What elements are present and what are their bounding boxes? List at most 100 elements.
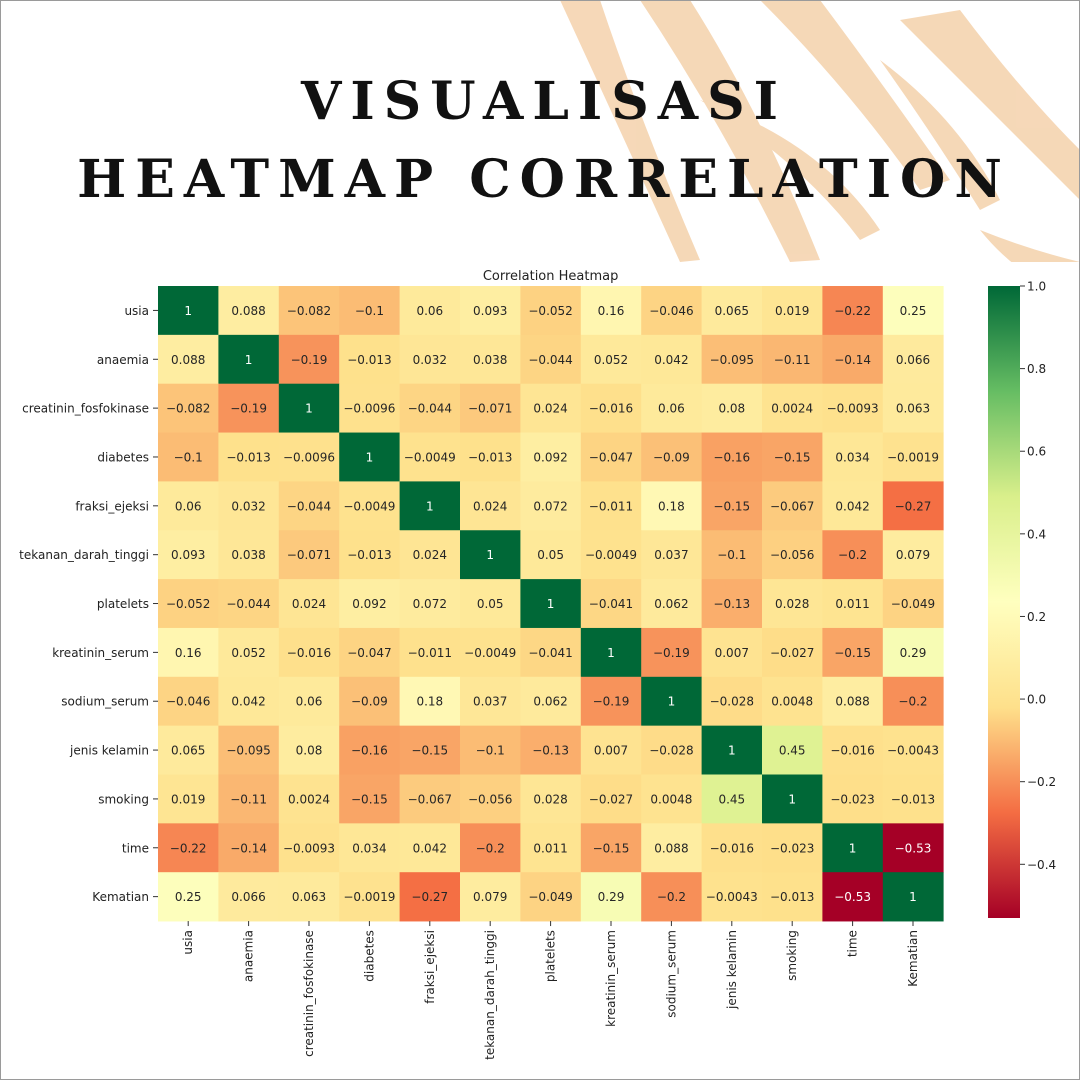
heatmap-cell: [882, 481, 944, 531]
cell-value-label: 0.25: [175, 890, 202, 904]
heatmap-cell: [762, 530, 823, 580]
heatmap-cell: [580, 383, 642, 433]
cell-value-label: −0.095: [710, 353, 754, 367]
heatmap-cell: [158, 334, 219, 385]
heatmap-cell: [399, 432, 461, 482]
heatmap-cell: [218, 530, 280, 580]
cell-value-label: −0.044: [226, 597, 270, 611]
heatmap-cell: [701, 286, 763, 336]
cell-value-label: −0.028: [710, 695, 754, 709]
cell-value-label: 0.088: [654, 841, 688, 855]
cell-value-label: −0.14: [230, 841, 267, 855]
heatmap-cell: [580, 530, 642, 580]
cell-value-label: −0.19: [593, 695, 630, 709]
heatmap-cell: [641, 481, 702, 531]
cell-value-label: 0.052: [594, 353, 628, 367]
heatmap-cell: [158, 872, 219, 922]
x-tick-label: jenis kelamin: [725, 930, 739, 1010]
heatmap-cell: [218, 579, 280, 629]
heatmap-cell: [641, 530, 702, 580]
cell-value-label: −0.044: [287, 499, 331, 513]
cell-value-label: 1: [849, 841, 857, 855]
cell-value-label: 0.072: [413, 597, 447, 611]
cell-value-label: 1: [486, 548, 494, 562]
cell-value-label: −0.19: [291, 353, 328, 367]
colorbar: [988, 286, 1020, 918]
heatmap-cell: [460, 676, 521, 727]
cell-value-label: −0.027: [770, 646, 814, 660]
cell-value-label: 0.093: [473, 304, 507, 318]
cell-value-label: 1: [909, 890, 917, 904]
cell-value-label: 0.45: [779, 744, 806, 758]
cell-value-label: −0.028: [649, 744, 693, 758]
heatmap-cell: [460, 286, 521, 336]
cell-value-label: −0.044: [528, 353, 572, 367]
heatmap-cell: [701, 530, 763, 580]
heatmap-cell: [460, 530, 521, 580]
cell-value-label: 0.007: [715, 646, 749, 660]
cell-value-label: 0.18: [416, 695, 443, 709]
cell-value-label: −0.013: [468, 450, 512, 464]
heatmap-cell: [822, 530, 884, 580]
heatmap-cell: [460, 579, 521, 629]
heatmap-cell: [218, 286, 280, 336]
cell-value-label: −0.016: [710, 841, 754, 855]
cell-value-label: −0.0019: [887, 450, 939, 464]
cell-value-label: 0.024: [413, 548, 447, 562]
heatmap-cell: [762, 725, 823, 775]
heatmap-cell: [158, 383, 219, 433]
cell-value-label: 1: [788, 792, 796, 806]
heatmap-cell: [218, 823, 280, 873]
heatmap-cell: [822, 774, 884, 824]
colorbar-tick-label: 0.0: [1027, 693, 1046, 707]
cell-value-label: −0.0096: [283, 450, 335, 464]
cell-value-label: −0.049: [528, 890, 572, 904]
cell-value-label: −0.052: [528, 304, 572, 318]
heatmap-cell: [339, 383, 400, 433]
heatmap-cell: [882, 530, 944, 580]
heatmap-cell: [278, 774, 340, 824]
heatmap-cell: [701, 481, 763, 531]
heatmap-cell: [882, 823, 944, 873]
cell-value-label: −0.15: [351, 792, 388, 806]
cell-value-label: −0.044: [408, 402, 452, 416]
cell-value-label: 0.038: [473, 353, 507, 367]
heatmap-cell: [399, 286, 461, 336]
cell-value-label: 0.06: [175, 499, 202, 513]
cell-value-label: −0.023: [770, 841, 814, 855]
cell-value-label: −0.19: [653, 646, 690, 660]
cell-value-label: −0.2: [838, 548, 867, 562]
heatmap-cell: [701, 774, 763, 824]
cell-value-label: −0.013: [347, 353, 391, 367]
heatmap-cell: [580, 481, 642, 531]
heatmap-cell: [278, 432, 340, 482]
cell-value-label: −0.011: [589, 499, 633, 513]
heatmap-cell: [822, 481, 884, 531]
cell-value-label: 0.092: [533, 450, 567, 464]
cell-value-label: 0.062: [533, 695, 567, 709]
heatmap-cell: [762, 334, 823, 385]
heatmap-cell: [218, 872, 280, 922]
cell-value-label: −0.023: [830, 792, 874, 806]
cell-value-label: −0.19: [230, 402, 267, 416]
cell-value-label: −0.011: [408, 646, 452, 660]
cell-value-label: 0.08: [296, 744, 323, 758]
y-tick-label: platelets: [97, 597, 149, 611]
heatmap-cell: [762, 872, 823, 922]
heatmap-cell: [460, 481, 521, 531]
cell-value-label: 0.05: [537, 548, 564, 562]
heatmap-cell: [158, 823, 219, 873]
heatmap-cell: [218, 774, 280, 824]
cell-value-label: −0.046: [649, 304, 693, 318]
colorbar-tick-label: −0.4: [1027, 858, 1056, 872]
heatmap-cell: [218, 725, 280, 775]
heatmap-cell: [822, 286, 884, 336]
heatmap-cell: [399, 383, 461, 433]
y-tick-label: Kematian: [92, 890, 149, 904]
heatmap-cell: [641, 627, 702, 678]
heatmap-cell: [278, 579, 340, 629]
cell-value-label: −0.13: [713, 597, 750, 611]
cell-value-label: −0.2: [476, 841, 505, 855]
cell-value-label: 0.019: [775, 304, 809, 318]
heatmap-cell: [339, 627, 400, 678]
